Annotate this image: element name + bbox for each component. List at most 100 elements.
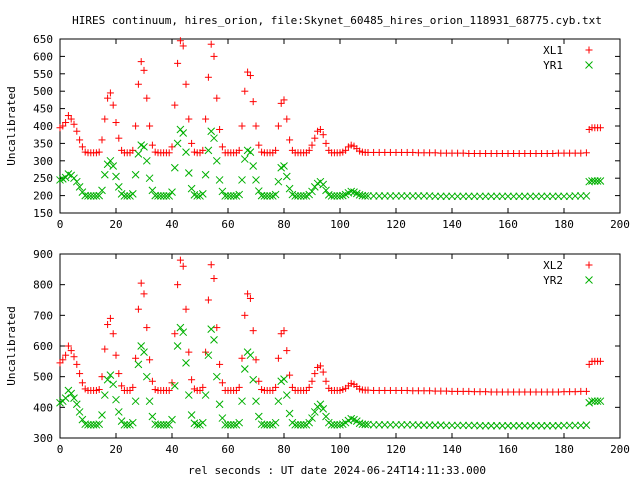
data-point [504,421,512,430]
data-point [187,411,196,419]
data-point [299,420,308,429]
data-point [112,351,120,359]
data-point [114,408,123,416]
data-point [310,408,319,416]
data-point [241,311,249,319]
data-point [73,360,81,368]
data-point [120,420,129,429]
data-point [509,421,518,430]
data-point [582,192,591,200]
data-point [73,127,81,135]
data-point [386,420,395,429]
data-point [84,420,92,429]
data-point [272,383,280,391]
data-point [224,420,232,429]
data-point [327,192,336,200]
data-point [283,347,291,355]
data-point [98,186,106,195]
x-tick-label: 120 [386,443,406,456]
data-point [72,177,81,186]
data-point [182,305,190,313]
data-point [56,176,64,184]
data-point [397,192,406,200]
data-point [193,192,202,200]
data-point [156,420,165,429]
data-point [64,170,73,178]
data-point [361,420,370,429]
data-point [201,170,210,179]
data-point [115,370,123,378]
y-tick-label: 900 [33,248,53,261]
data-point [565,421,574,430]
data-point [140,348,148,356]
data-point [84,192,92,200]
data-point [554,192,563,201]
data-point [101,115,109,123]
data-point [252,122,260,130]
data-point [137,342,146,350]
data-point [322,412,330,421]
data-point [168,188,176,196]
data-point [95,148,103,156]
data-point [311,134,319,142]
data-point [311,370,319,378]
bottom-panel: 0 20 40 60 80 100 120 140 160 180 200 300 400 500 600 7… [5,248,630,456]
y-tick-label: 200 [33,190,53,203]
data-point [392,192,400,200]
data-point [199,146,207,154]
data-point [316,125,324,133]
data-point [274,122,282,130]
y-axis-label: Uncalibrated [5,306,18,385]
data-point [123,192,132,200]
data-point [266,420,274,429]
data-point [212,156,221,165]
data-point [548,421,557,430]
data-point [509,192,518,201]
data-point [61,394,70,402]
data-point [173,139,182,148]
data-point [308,187,316,196]
data-point [436,192,445,201]
data-point [244,290,252,298]
data-point [403,420,412,429]
data-point [238,176,246,184]
data-point [498,421,507,430]
data-point [106,89,114,97]
x-tick-label: 140 [442,443,462,456]
data-point [274,397,283,406]
data-point [590,397,599,406]
data-point [448,421,456,430]
data-point [170,382,179,390]
data-point [134,360,143,369]
data-point [210,275,218,283]
y-tick-label: 500 [33,85,53,98]
data-point [282,391,291,399]
data-point [249,327,257,335]
y-tick-label: 800 [33,279,53,292]
y-tick-label: 300 [33,432,53,445]
data-point [184,169,193,177]
data-point [274,354,282,362]
data-point [198,418,207,427]
data-point [187,184,196,193]
data-point [431,192,440,201]
data-point [67,389,76,398]
x-tick-label: 80 [277,443,290,456]
data-point [582,421,591,429]
data-point [216,125,224,133]
data-point [327,420,336,429]
data-point [322,139,330,147]
data-point [548,192,557,201]
data-point [453,192,462,201]
data-point [280,375,288,383]
data-point [109,380,118,389]
data-point [476,421,484,430]
data-point [176,256,184,264]
data-point [100,170,109,179]
data-point [481,192,490,201]
data-point [129,383,137,391]
data-point [252,397,260,406]
x-tick-label: 0 [57,443,64,456]
data-point [221,192,230,200]
data-point [515,192,524,201]
